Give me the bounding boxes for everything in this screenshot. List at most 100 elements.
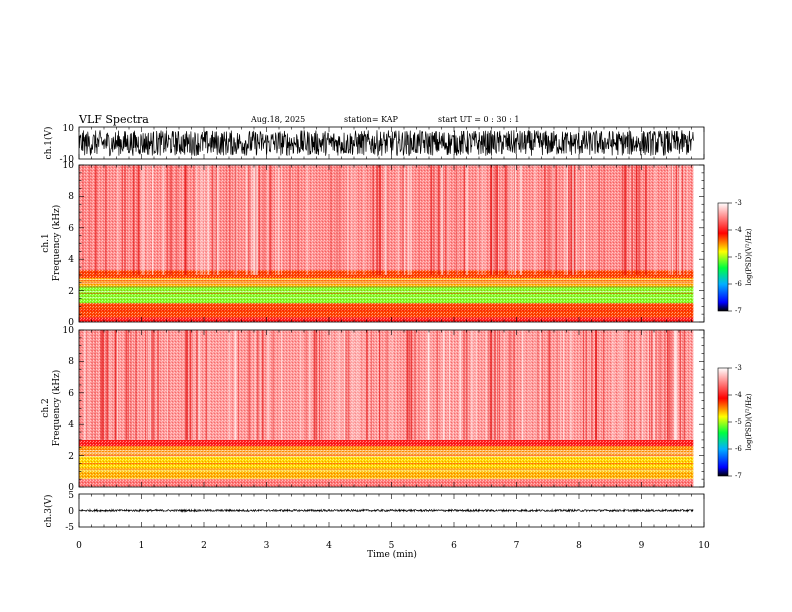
- ch3-wave-tick-bottom: -5: [65, 523, 74, 533]
- ch1-spectrogram-striation: [455, 165, 458, 275]
- ch1-spectrogram-striation: [152, 165, 154, 275]
- ch1-spectrogram-striation: [133, 165, 135, 275]
- ch2-spectrogram-striation: [331, 330, 332, 440]
- ch2-spectrogram-striation: [272, 330, 274, 440]
- ch1-spectrogram-striation: [166, 165, 169, 275]
- ch1-spectrogram-striation: [435, 165, 437, 275]
- ch2-spectrogram-striation: [619, 330, 621, 440]
- ch2-spectrogram-striation: [582, 330, 585, 440]
- time-tick-label-3: 3: [264, 541, 270, 551]
- ch2-spectrogram-striation: [671, 330, 673, 440]
- ch1-spectrogram-striation: [544, 165, 546, 275]
- ch1-spectrogram-striation: [253, 165, 256, 275]
- ch2-spectrogram-striation: [207, 330, 210, 440]
- ch3-wave-tick-middle: 0: [68, 507, 74, 517]
- ch2-spectrogram-striation: [363, 330, 365, 440]
- ch1-spectrogram-striation: [442, 165, 445, 275]
- ch2-spectrogram-striation: [157, 330, 159, 440]
- ch2-spectrogram-striation: [406, 330, 409, 440]
- ch1-spectrogram-striation: [583, 165, 586, 275]
- ch2-spectrogram-striation: [199, 330, 201, 440]
- ch1-freq-tick-4: 4: [68, 255, 74, 265]
- ch1-spectrogram-striation: [312, 165, 314, 275]
- ch2-spectrogram-striation: [475, 330, 478, 440]
- ch2-spectrogram-tone-line: [79, 469, 694, 471]
- ch1-spectrogram-striation: [573, 165, 576, 275]
- ch1-spectrogram-striation: [201, 165, 203, 275]
- ch1-spectrogram-striation: [670, 165, 672, 275]
- ch2-freq-tick-10: 10: [63, 326, 75, 336]
- ch1-spectrogram-striation: [372, 165, 374, 275]
- ch1-spectrogram-striation: [566, 165, 568, 275]
- ch1-spectrogram-striation: [514, 165, 516, 275]
- ch1-spectrogram-striation: [494, 165, 496, 275]
- ch2-spectrogram-striation: [259, 330, 262, 440]
- colorbar-ch1-ticks: [728, 202, 732, 312]
- ch2-spectrogram-striation: [92, 330, 93, 440]
- ch1-spectrogram-striation: [352, 165, 353, 275]
- ch2-spectrogram-striation: [655, 330, 657, 440]
- ch1-spectrogram-striation: [679, 165, 681, 275]
- colorbar-ch2-ticks: [728, 367, 732, 477]
- ch1-spectrogram-striation: [162, 165, 165, 275]
- ch2-spectrogram-striation: [205, 330, 208, 440]
- ch2-spectrogram-striation: [343, 330, 345, 440]
- ch2-spectrogram-tone-line: [79, 449, 694, 451]
- ch3-waveform-line: [78, 508, 694, 513]
- ch1-spectrogram-striation: [638, 165, 640, 275]
- panel-ch1-waveform: 10 -10 ch.1(V): [43, 124, 705, 165]
- ch1-spectrogram-striation: [595, 165, 596, 275]
- ch2-spectrogram-striation: [570, 330, 572, 440]
- ch1-freq-tick-0: 0: [68, 318, 74, 328]
- time-tick-label-4: 4: [326, 541, 332, 551]
- ch2-spectrogram-striation: [427, 330, 430, 440]
- ch2-freq-tick-4: 4: [68, 420, 74, 430]
- ch2-spectrogram-striation: [679, 330, 682, 440]
- ch2-spectrogram-striation: [548, 330, 551, 440]
- ch1-waveform-trace: [78, 129, 694, 157]
- time-tick-label-5: 5: [389, 541, 395, 551]
- ch1-spectrogram-striation: [511, 165, 513, 275]
- ch2-spectrogram-striation: [116, 330, 119, 440]
- ch2-spectrogram-striation: [541, 330, 543, 440]
- ch2-spectrogram-striation: [321, 330, 322, 440]
- ch2-spectrogram-striation: [636, 330, 639, 440]
- ch2-spectrogram-striation: [535, 330, 537, 440]
- ch2-spectrogram-striation: [379, 330, 381, 440]
- ch2-spec-label-channel: ch.2: [41, 398, 51, 417]
- ch2-spectrogram-striation: [674, 330, 677, 440]
- colorbar-ch1-tick-neg5: -5: [735, 253, 742, 261]
- colorbar-ch1-tick-neg3: -3: [735, 199, 742, 207]
- colorbar-ch2-tick-neg4: -4: [735, 391, 742, 399]
- ch3-wave-tick-top: 5: [68, 491, 74, 501]
- ch1-spectrogram-striation: [204, 165, 206, 275]
- ch2-spectrogram-striation: [152, 330, 154, 440]
- ch2-spectrogram-tone-line: [79, 468, 694, 470]
- ch2-frequency-ticks: [78, 329, 705, 488]
- ch1-spectrogram-striation: [207, 165, 210, 275]
- ch2-spectrogram-striation: [145, 330, 147, 440]
- ch2-spectrogram-striation: [391, 330, 393, 440]
- ch2-spectrogram-striation: [130, 330, 132, 440]
- ch1-spectrogram-striation: [216, 165, 219, 275]
- ch2-spectrogram-striation: [429, 330, 431, 440]
- colorbar-ch1: -3 -4 -5 -6 -7 log(PSD)(V²/Hz): [717, 199, 753, 315]
- ch2-spectrogram-striation: [88, 330, 90, 440]
- ch2-spectrogram-striation: [365, 330, 368, 440]
- ch1-spectrogram-striation: [195, 165, 198, 275]
- ch1-spectrogram-striation: [441, 165, 444, 275]
- ch1-spectrogram-striation: [132, 165, 134, 275]
- ch1-spectrogram-striation: [576, 165, 578, 275]
- ch1-spectrogram-striation: [182, 165, 183, 275]
- ch2-spectrogram-striation: [497, 330, 499, 440]
- ch2-spectrogram-striation: [234, 330, 237, 440]
- ch2-spectrogram-striation: [418, 330, 420, 440]
- ch1-spectrogram-striation: [137, 165, 140, 275]
- ch2-spectrogram-striation: [237, 330, 239, 440]
- ch1-spectrogram-striation: [481, 165, 483, 275]
- ch2-spectrogram-striation: [228, 330, 230, 440]
- colorbar-ch1-tick-neg4: -4: [735, 226, 742, 234]
- ch1-spectrogram-striation: [564, 165, 565, 275]
- ch2-spectrogram-striation: [668, 330, 671, 440]
- ch1-spectrogram-striation: [184, 165, 187, 275]
